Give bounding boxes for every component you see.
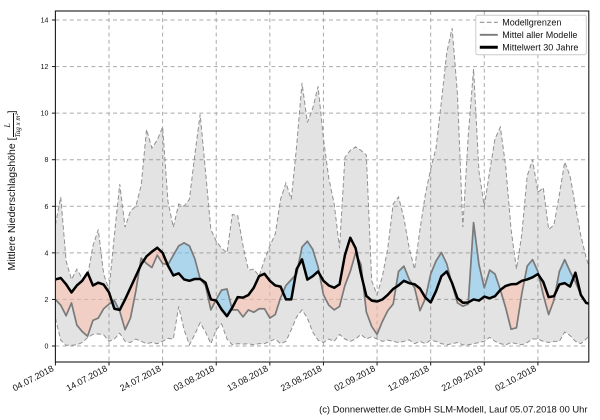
svg-text:6: 6	[44, 204, 48, 211]
svg-text:Modellgrenzen: Modellgrenzen	[502, 17, 561, 27]
svg-text:8: 8	[44, 157, 48, 164]
svg-text:10: 10	[41, 111, 49, 118]
svg-text:14: 14	[41, 18, 49, 25]
svg-text:4: 4	[44, 250, 48, 257]
svg-text:Mittel aller Modelle: Mittel aller Modelle	[502, 30, 577, 40]
svg-text:2: 2	[44, 297, 48, 304]
svg-text:0: 0	[44, 344, 48, 351]
svg-text:Mittelwert 30 Jahre: Mittelwert 30 Jahre	[502, 42, 578, 52]
svg-text:12: 12	[41, 64, 49, 71]
svg-text:(c) Donnerwetter.de GmbH SLM-M: (c) Donnerwetter.de GmbH SLM-Modell, Lau…	[319, 404, 587, 415]
